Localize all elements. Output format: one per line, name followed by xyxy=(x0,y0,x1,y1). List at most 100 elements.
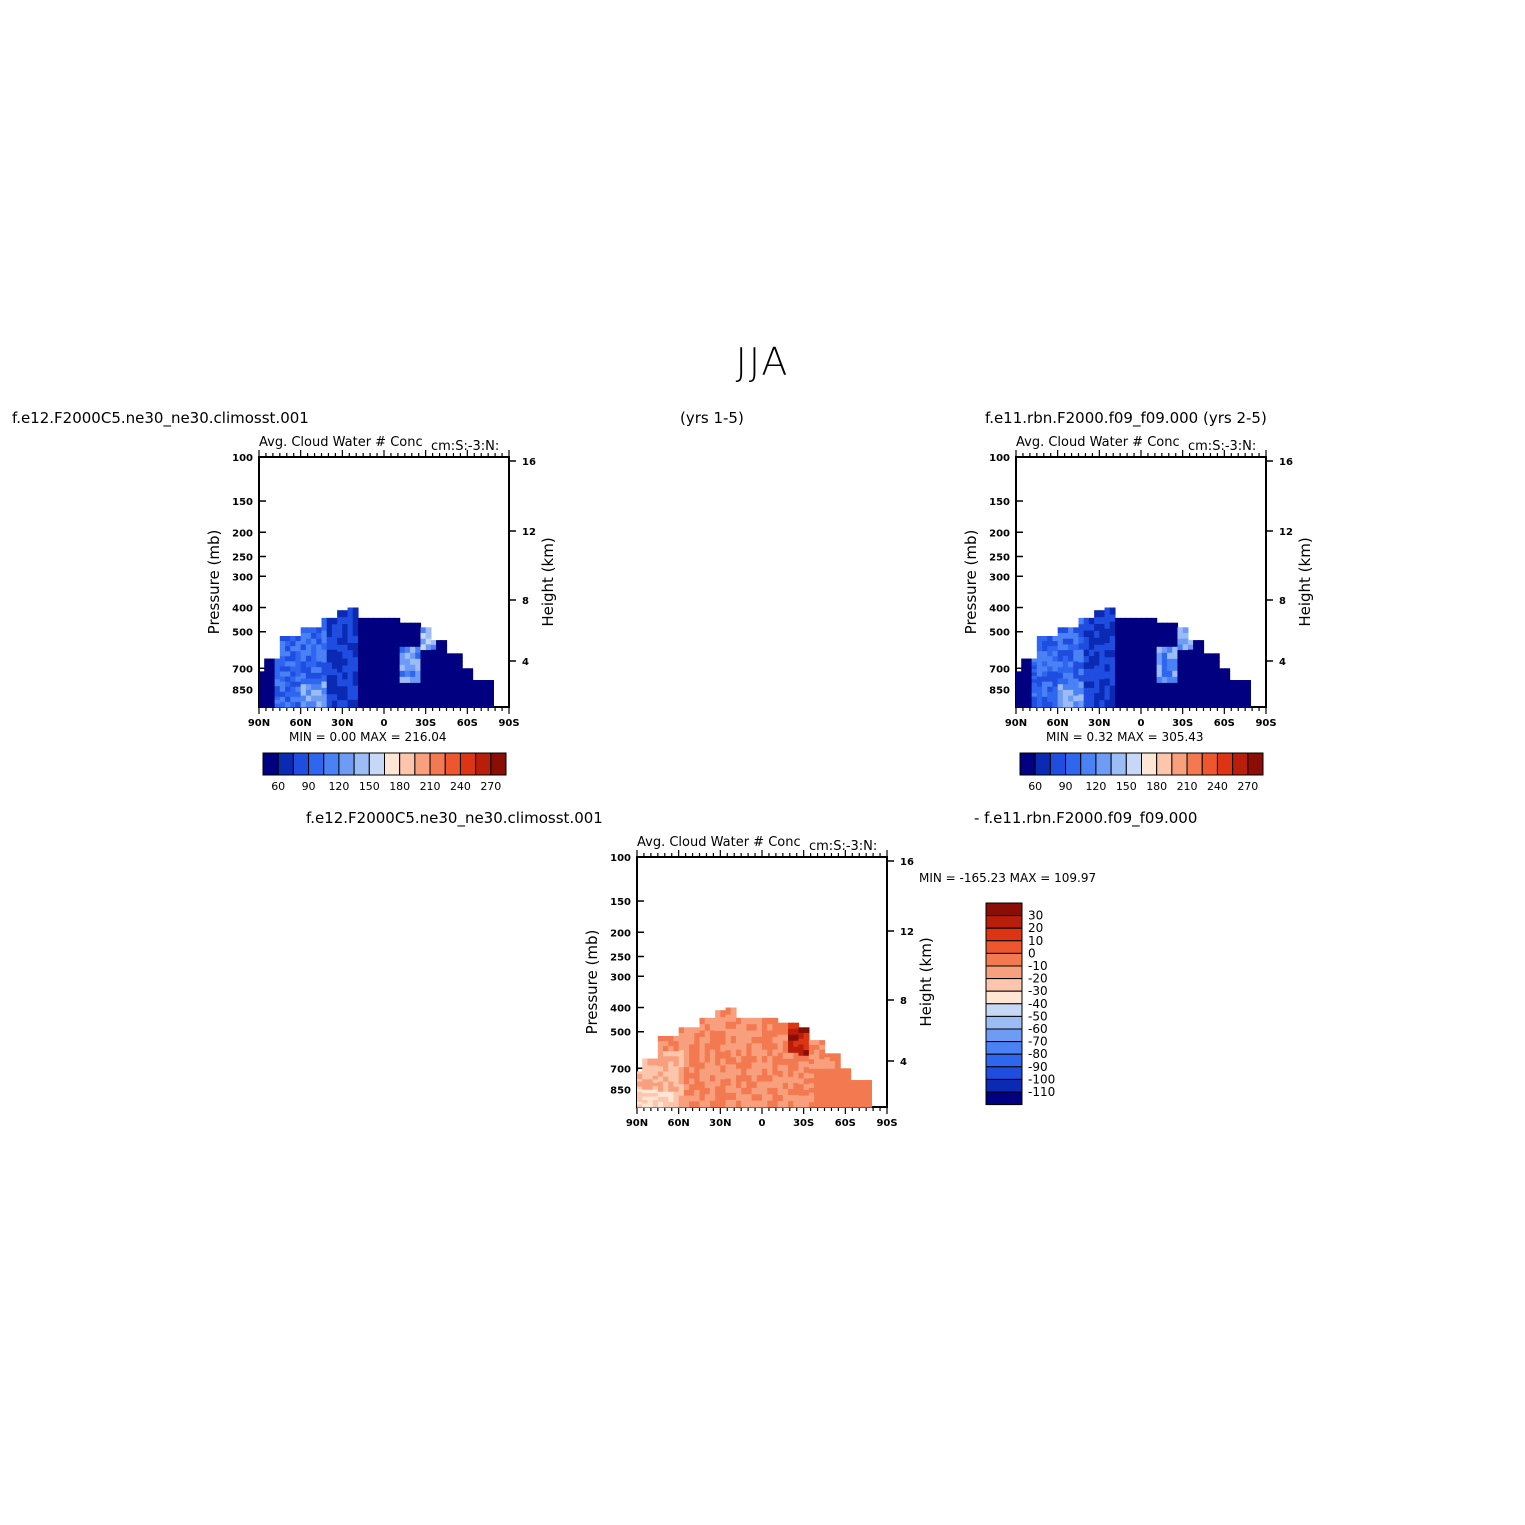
field-cell xyxy=(1182,701,1189,708)
y-tick-label: 400 xyxy=(232,604,253,615)
field-cell xyxy=(1151,694,1158,702)
x-tick-label: 30N xyxy=(709,1118,731,1129)
field-cell xyxy=(1141,617,1147,625)
field-cell xyxy=(399,622,406,630)
field-cell xyxy=(730,1078,737,1087)
field-cell xyxy=(840,1098,846,1103)
field-cell xyxy=(1062,661,1069,668)
field-cell xyxy=(798,1067,805,1074)
field-cell xyxy=(1229,680,1236,683)
field-cell xyxy=(1234,693,1241,697)
field-cell xyxy=(689,1067,695,1074)
field-cell xyxy=(378,687,385,695)
field-cell xyxy=(1109,635,1116,644)
field-cell xyxy=(368,675,375,683)
field-cell xyxy=(793,1022,800,1030)
field-cell xyxy=(1120,687,1126,695)
field-cell xyxy=(300,672,307,680)
field-cell xyxy=(678,1044,685,1051)
field-cell xyxy=(1172,664,1179,672)
field-cell xyxy=(285,671,291,678)
field-cell xyxy=(316,678,323,685)
field-cell xyxy=(1120,694,1126,702)
field-cell xyxy=(290,691,297,698)
field-cell xyxy=(798,1084,805,1091)
field-cell xyxy=(462,668,468,672)
right-tick-label: 16 xyxy=(1279,457,1293,468)
field-cell xyxy=(1125,662,1132,670)
field-cell xyxy=(803,1084,810,1091)
field-cell xyxy=(337,651,343,660)
field-cell xyxy=(1021,696,1028,701)
field-cell xyxy=(1052,691,1059,698)
field-cell xyxy=(410,622,416,630)
field-cell xyxy=(425,689,432,697)
field-cell xyxy=(290,676,297,683)
field-cell xyxy=(1036,701,1043,708)
colorbar-box xyxy=(1065,752,1082,776)
colorbar-1: 60 90 120 150 180 210 240 270 xyxy=(262,752,507,793)
field-cell xyxy=(808,1083,815,1089)
field-cell xyxy=(300,650,307,657)
field-cell xyxy=(1187,673,1194,679)
field-cell xyxy=(1114,700,1121,708)
field-cell xyxy=(1224,690,1231,694)
field-cell xyxy=(699,1043,706,1051)
field-cell xyxy=(259,704,265,708)
field-cell xyxy=(1146,624,1153,632)
field-cell xyxy=(735,1068,742,1076)
field-cell xyxy=(1036,681,1043,688)
field-cell xyxy=(1099,686,1106,694)
colorbar-label: 240 xyxy=(1207,780,1228,793)
field-cell xyxy=(1161,676,1168,684)
colorbar-box xyxy=(985,940,1023,954)
field-cell xyxy=(720,1051,727,1060)
field-cell xyxy=(709,1049,716,1057)
field-cell xyxy=(326,700,333,708)
colorbar-label: 20 xyxy=(1028,921,1043,935)
field-cell xyxy=(373,668,380,676)
field-cell xyxy=(1239,680,1246,683)
field-cell xyxy=(1016,676,1022,680)
field-cell xyxy=(1057,701,1064,708)
field-cell xyxy=(637,1099,643,1103)
field-cell xyxy=(834,1087,841,1093)
field-cell xyxy=(363,630,369,638)
field-cell xyxy=(720,1017,727,1025)
field-cell xyxy=(845,1104,852,1108)
field-cell xyxy=(1193,678,1199,684)
field-cell xyxy=(819,1097,826,1103)
field-cell xyxy=(373,662,380,670)
field-cell xyxy=(363,636,369,644)
field-cell xyxy=(678,1055,685,1063)
field-cell xyxy=(1224,676,1231,680)
field-cell xyxy=(803,1044,810,1051)
field-cell xyxy=(834,1057,841,1062)
field-cell xyxy=(436,649,442,656)
field-cell xyxy=(259,676,265,680)
field-cell xyxy=(1146,662,1153,670)
x-tick-label: 30S xyxy=(415,718,436,729)
field-cell xyxy=(673,1036,680,1042)
field-cell xyxy=(1047,646,1054,652)
field-cell xyxy=(850,1105,857,1108)
field-cell xyxy=(735,1094,742,1102)
field-cell xyxy=(1182,644,1189,651)
colorbar-box xyxy=(353,752,370,776)
field-cell xyxy=(673,1081,680,1088)
field-cell xyxy=(1057,678,1064,685)
field-cell xyxy=(1083,656,1090,664)
field-cell xyxy=(1120,662,1126,670)
field-cell xyxy=(300,655,307,663)
field-cell xyxy=(1036,671,1043,678)
field-cell xyxy=(1052,681,1059,688)
field-cell xyxy=(1146,617,1153,625)
field-cell xyxy=(274,679,281,684)
field-cell xyxy=(1182,638,1189,645)
field-cell xyxy=(425,638,432,645)
field-cell xyxy=(673,1041,680,1047)
field-cell xyxy=(798,1050,805,1057)
field-cell xyxy=(279,661,286,668)
field-cell xyxy=(285,696,291,703)
field-cell xyxy=(1068,650,1074,657)
